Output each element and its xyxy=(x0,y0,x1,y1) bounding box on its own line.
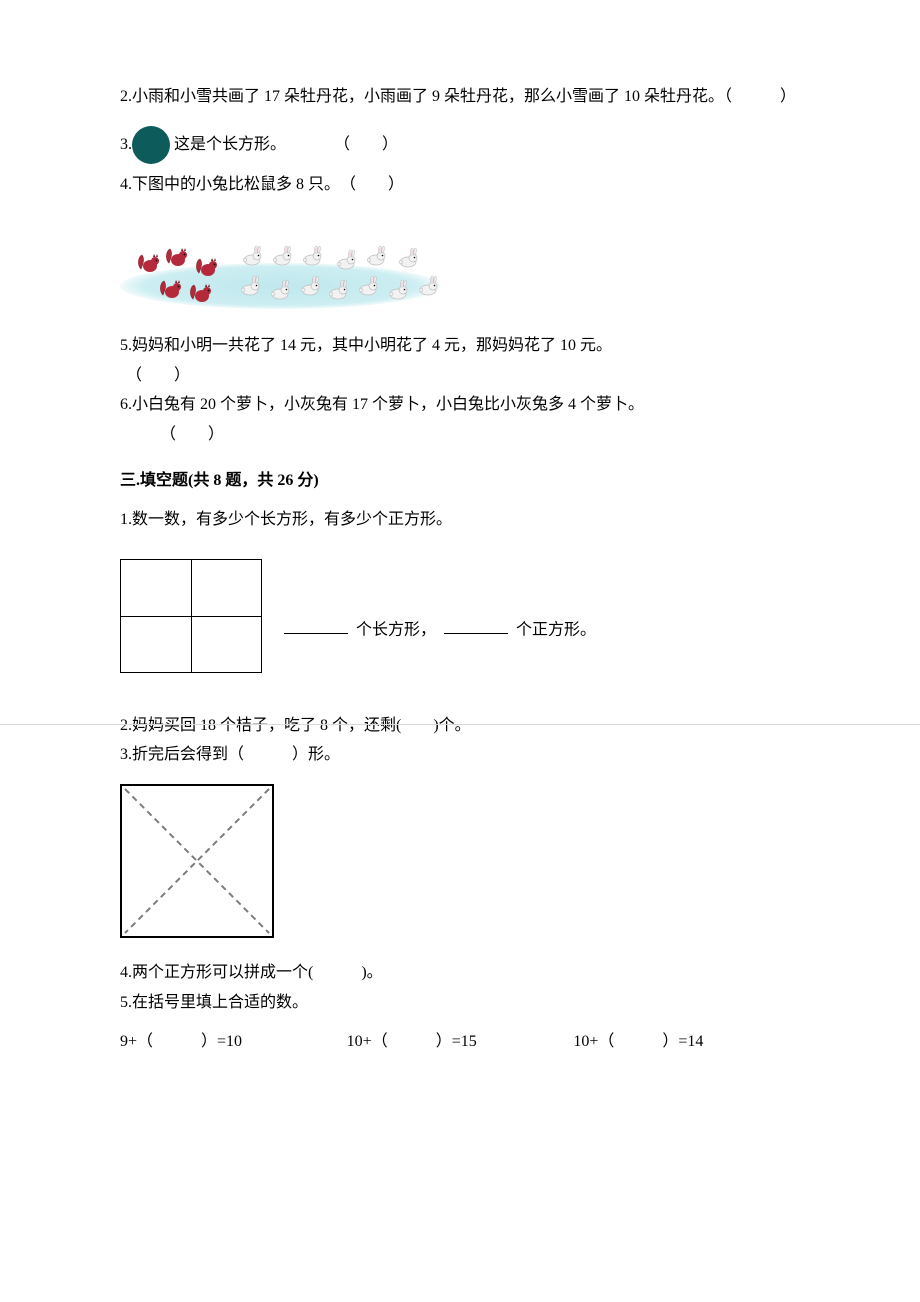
question-6-blank: （ ） xyxy=(160,422,800,448)
question-2: 2.小雨和小雪共画了 17 朵牡丹花，小雨画了 9 朵牡丹花，那么小雪画了 10… xyxy=(120,84,800,110)
question-6: 6.小白兔有 20 个萝卜，小灰兔有 17 个萝卜，小白兔比小灰兔多 4 个萝卜… xyxy=(120,392,800,418)
bunny-icon xyxy=(356,275,380,297)
question-5: 5.妈妈和小明一共花了 14 元，其中小明花了 4 元，那妈妈花了 10 元。 xyxy=(120,333,800,359)
question-4: 4.下图中的小兔比松鼠多 8 只。 （ ） xyxy=(120,172,800,198)
blank-squares[interactable] xyxy=(444,616,508,635)
eq-3: 10+（ ）=14 xyxy=(573,1029,800,1055)
bunny-icon xyxy=(240,245,264,267)
label-rectangles: 个长方形， xyxy=(356,621,436,638)
question-6-line1: 6.小白兔有 20 个萝卜，小灰兔有 17 个萝卜，小白兔比小灰兔多 4 个萝卜… xyxy=(120,396,644,413)
circle-shape xyxy=(132,126,170,164)
question-3-suffix: 这是个长方形。 （ ） xyxy=(174,132,398,158)
bunny-icon xyxy=(326,279,350,301)
fill-1-figure-row: 个长方形， 个正方形。 xyxy=(120,559,800,679)
bunny-icon xyxy=(416,275,440,297)
squirrel-icon xyxy=(136,251,162,275)
grid-2x2 xyxy=(120,559,262,673)
section-3-title: 三.填空题(共 8 题，共 26 分) xyxy=(120,468,800,494)
bunny-icon xyxy=(300,245,324,267)
bunny-icon xyxy=(238,275,262,297)
fill-5: 5.在括号里填上合适的数。 xyxy=(120,990,800,1016)
squirrel-icon xyxy=(158,277,184,301)
fill-4-text: 4.两个正方形可以拼成一个( )。 xyxy=(120,964,383,981)
squirrel-icon xyxy=(194,255,220,279)
page: 2.小雨和小雪共画了 17 朵牡丹花，小雨画了 9 朵牡丹花，那么小雪画了 10… xyxy=(0,0,920,1302)
blank-rectangles[interactable] xyxy=(284,616,348,635)
faint-horizontal-line xyxy=(0,724,920,725)
fill-3: 3.折完后会得到（ ）形。 xyxy=(120,742,800,768)
bunny-icon xyxy=(334,249,358,271)
fill-2: 2.妈妈买回 18 个桔子，吃了 8 个，还剩( )个。 xyxy=(120,713,800,739)
question-3: 3. 这是个长方形。 （ ） xyxy=(120,126,800,164)
fill-5-equations: 9+（ ）=10 10+（ ）=15 10+（ ）=14 xyxy=(120,1029,800,1055)
question-2-text: 2.小雨和小雪共画了 17 朵牡丹花，小雨画了 9 朵牡丹花，那么小雪画了 10… xyxy=(120,88,796,105)
question-5-line1: 5.妈妈和小明一共花了 14 元，其中小明花了 4 元，那妈妈花了 10 元。 xyxy=(120,337,612,354)
fill-1-text: 1.数一数，有多少个长方形，有多少个正方形。 xyxy=(120,511,452,528)
fill-2-text: 2.妈妈买回 18 个桔子，吃了 8 个，还剩( )个。 xyxy=(120,717,471,734)
bunny-icon xyxy=(270,245,294,267)
bunny-icon xyxy=(268,279,292,301)
bunny-icon xyxy=(396,247,420,269)
eq-1: 9+（ ）=10 xyxy=(120,1029,347,1055)
question-3-prefix: 3. xyxy=(120,132,132,158)
fold-square-figure xyxy=(120,784,274,938)
question-6-line2: （ ） xyxy=(160,426,224,443)
eq-2: 10+（ ）=15 xyxy=(347,1029,574,1055)
label-squares: 个正方形。 xyxy=(516,621,596,638)
bunny-icon xyxy=(298,275,322,297)
question-5-blank: （ ） xyxy=(126,363,800,389)
squirrel-icon xyxy=(164,245,190,269)
bunny-icon xyxy=(386,279,410,301)
fill-5-text: 5.在括号里填上合适的数。 xyxy=(120,994,308,1011)
fill-4: 4.两个正方形可以拼成一个( )。 xyxy=(120,960,800,986)
animals-figure xyxy=(120,215,440,315)
fill-3-text: 3.折完后会得到（ ）形。 xyxy=(120,746,340,763)
bunny-icon xyxy=(364,245,388,267)
fill-1: 1.数一数，有多少个长方形，有多少个正方形。 xyxy=(120,507,800,533)
fold-diagonals-icon xyxy=(122,786,272,936)
question-5-line2: （ ） xyxy=(126,367,190,384)
squirrel-icon xyxy=(188,281,214,305)
question-4-text: 4.下图中的小兔比松鼠多 8 只。 （ ） xyxy=(120,176,404,193)
